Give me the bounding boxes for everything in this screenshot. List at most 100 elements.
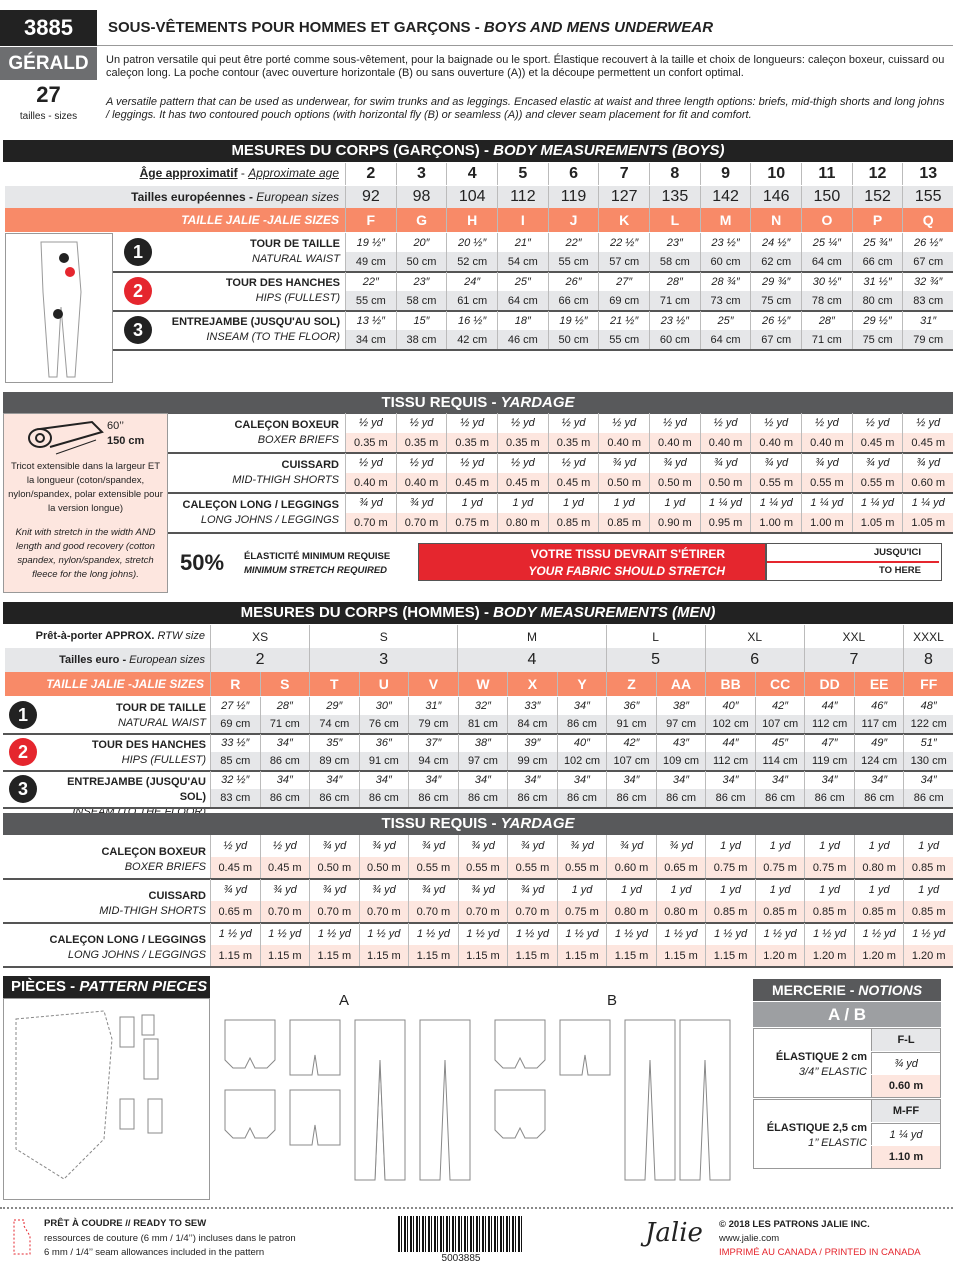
notion-item	[753, 1028, 941, 1098]
euro-row-bg	[5, 186, 345, 208]
men-m-cell: 0.45 m	[259, 857, 310, 878]
boys-cm-cell: 38 cm	[395, 330, 447, 349]
boys-euro-cell: 98	[395, 186, 447, 208]
men-cm-cell: 69 cm	[210, 715, 260, 733]
boys-in-cell: 30 ½″	[801, 272, 852, 291]
boys-jalie-cell: Q	[902, 208, 953, 232]
row-divider	[3, 966, 953, 968]
men-in-cell: 34″	[606, 771, 656, 789]
boys-yd-row: ¾ yd ¾ yd 1 yd 1 yd 1 yd 1 yd 1 yd 1 ¼ yd 1 ¼ yd…	[345, 493, 953, 513]
rtw-label-fr: Prêt-à-porter APPROX.	[35, 630, 155, 642]
boys-in-cell: 25″	[497, 272, 548, 291]
boys-age-cell: 11	[801, 163, 852, 185]
boys-m-cell: 0.80 m	[497, 513, 548, 532]
men-yd-cell: 1 yd	[903, 835, 953, 857]
label-fr: CUISSARD	[148, 890, 206, 902]
men-cm-cell: 102 cm	[556, 752, 607, 770]
boys-in-cell: 22″	[547, 233, 599, 252]
row-divider	[3, 807, 953, 809]
fabric-width-cm: 150 cm	[107, 435, 145, 447]
men-yd-cell: ¾ yd	[606, 835, 656, 857]
men-m-cell: 1.15 m	[606, 945, 656, 966]
men-yd-cell: ¾ yd	[358, 879, 409, 901]
men-in-cell: 34″	[507, 771, 557, 789]
men-in-cell: 42″	[754, 697, 805, 715]
notions-title-en: NOTIONS	[858, 982, 923, 998]
men-cm-cell: 114 cm	[754, 752, 805, 770]
men-cm-cell: 76 cm	[358, 715, 409, 733]
boys-m-cell: 0.50 m	[649, 473, 700, 492]
boys-in-cell: 28″	[649, 272, 700, 291]
boys-yd-cell: ¾ yd	[649, 453, 700, 473]
measurement-label: TOUR DES HANCHES HIPS (FULLEST)	[160, 276, 340, 306]
men-yd-cell: 1 yd	[754, 879, 805, 901]
men-in-cell: 31″	[408, 697, 458, 715]
boys-cm-cell: 55 cm	[345, 291, 396, 310]
stretch-target: JUSQU'ICI TO HERE	[766, 543, 942, 581]
boys-yd-cell: 1 ¼ yd	[902, 493, 953, 513]
boys-jalie-cell: O	[801, 208, 852, 232]
boys-in-cell: 24 ½″	[750, 233, 801, 252]
boys-yd-cell: ½ yd	[801, 413, 852, 433]
men-cm-row: 85 cm 86 cm 89 cm 91 cm 94 cm 97 cm 99 cm 102 c…	[210, 752, 953, 770]
men-yd-cell: ¾ yd	[457, 879, 508, 901]
euro-row-bg	[5, 648, 210, 672]
boys-m-cell: 0.45 m	[547, 473, 599, 492]
yardage-label: CUISSARD MID-THIGH SHORTS	[10, 889, 206, 919]
men-m-cell: 1.20 m	[903, 945, 953, 966]
label-fr: ENTREJAMBE (JUSQU'AU SOL)	[171, 316, 340, 328]
printed-in-canada: IMPRIMÉ AU CANADA / PRINTED IN CANADA	[719, 1247, 921, 1258]
measurement-number-1: 1	[124, 238, 152, 266]
boys-yd-cell: ½ yd	[649, 413, 700, 433]
boys-cm-row: 55 cm 58 cm 61 cm 64 cm 66 cm 69 cm 71 cm 73 cm…	[345, 291, 953, 310]
men-jalie-cell: FF	[903, 672, 953, 696]
boys-in-cell: 31 ½″	[851, 272, 903, 291]
arrow-right-icon	[767, 561, 939, 563]
men-yd-cell: 1 ½ yd	[408, 923, 458, 945]
boys-euro-cell: 155	[902, 186, 953, 208]
boys-yd-cell: ¾ yd	[851, 453, 903, 473]
website-link[interactable]: www.jalie.com	[719, 1233, 780, 1244]
men-m-cell: 0.70 m	[408, 901, 458, 922]
boys-cm-cell: 60 cm	[699, 252, 751, 271]
pieces-title-en: PATTERN PIECES	[79, 978, 208, 995]
boys-in-cell: 25 ¾″	[851, 233, 903, 252]
boys-m-cell: 0.35 m	[547, 433, 599, 452]
boys-in-row: 13 ½″ 15″ 16 ½″ 18″ 19 ½″ 21 ½″ 23 ½″ 25″ 26 ½″ 2…	[345, 311, 953, 330]
men-yardage-title-fr: TISSU REQUIS -	[381, 815, 501, 832]
boys-m-cell: 1.05 m	[902, 513, 953, 532]
jalie-size-label: TAILLE JALIE -JALIE SIZES	[5, 208, 345, 232]
men-euro-cell: 5	[605, 648, 705, 672]
men-m-cell: 1.15 m	[259, 945, 310, 966]
men-in-cell: 34″	[556, 697, 607, 715]
boys-yd-cell: ¾ yd	[699, 453, 751, 473]
men-in-cell: 28″	[259, 697, 310, 715]
boys-yd-cell: 1 yd	[598, 493, 649, 513]
men-in-row: 33 ½″ 34″ 35″ 36″ 37″ 38″ 39″ 40″ 42″ 43″ 44″ 45″ 47…	[210, 734, 953, 752]
men-m-cell: 1.15 m	[358, 945, 409, 966]
men-cm-cell: 86 cm	[655, 789, 706, 807]
boys-in-cell: 23″	[395, 272, 447, 291]
boys-m-cell: 0.40 m	[395, 473, 447, 492]
boys-euro-cell: 127	[598, 186, 649, 208]
men-cm-cell: 85 cm	[210, 752, 260, 770]
footer-divider	[0, 1207, 953, 1209]
men-cm-cell: 119 cm	[804, 752, 854, 770]
men-jalie-cell: W	[457, 672, 508, 696]
boys-cm-row: 49 cm 50 cm 52 cm 54 cm 55 cm 57 cm 58 cm 60 cm…	[345, 252, 953, 271]
boys-m-cell: 0.40 m	[598, 433, 649, 452]
men-in-cell: 46″	[853, 697, 904, 715]
boys-m-cell: 0.60 m	[902, 473, 953, 492]
men-yd-cell: 1 ½ yd	[210, 923, 260, 945]
men-m-cell: 0.50 m	[358, 857, 409, 878]
notion-m: 1.10 m	[871, 1146, 940, 1168]
boys-age-cell: 7	[598, 163, 649, 185]
men-title-en: BODY MEASUREMENTS (MEN)	[493, 604, 716, 621]
men-euro-cell: 2	[210, 648, 309, 672]
notions-header: MERCERIE - NOTIONS	[753, 979, 941, 1001]
boys-euro-cell: 92	[345, 186, 396, 208]
men-yd-cell: 1 yd	[804, 879, 854, 901]
notions-title-fr: MERCERIE -	[771, 982, 859, 998]
boys-m-cell: 0.45 m	[446, 473, 497, 492]
boys-jalie-cell: N	[750, 208, 801, 232]
